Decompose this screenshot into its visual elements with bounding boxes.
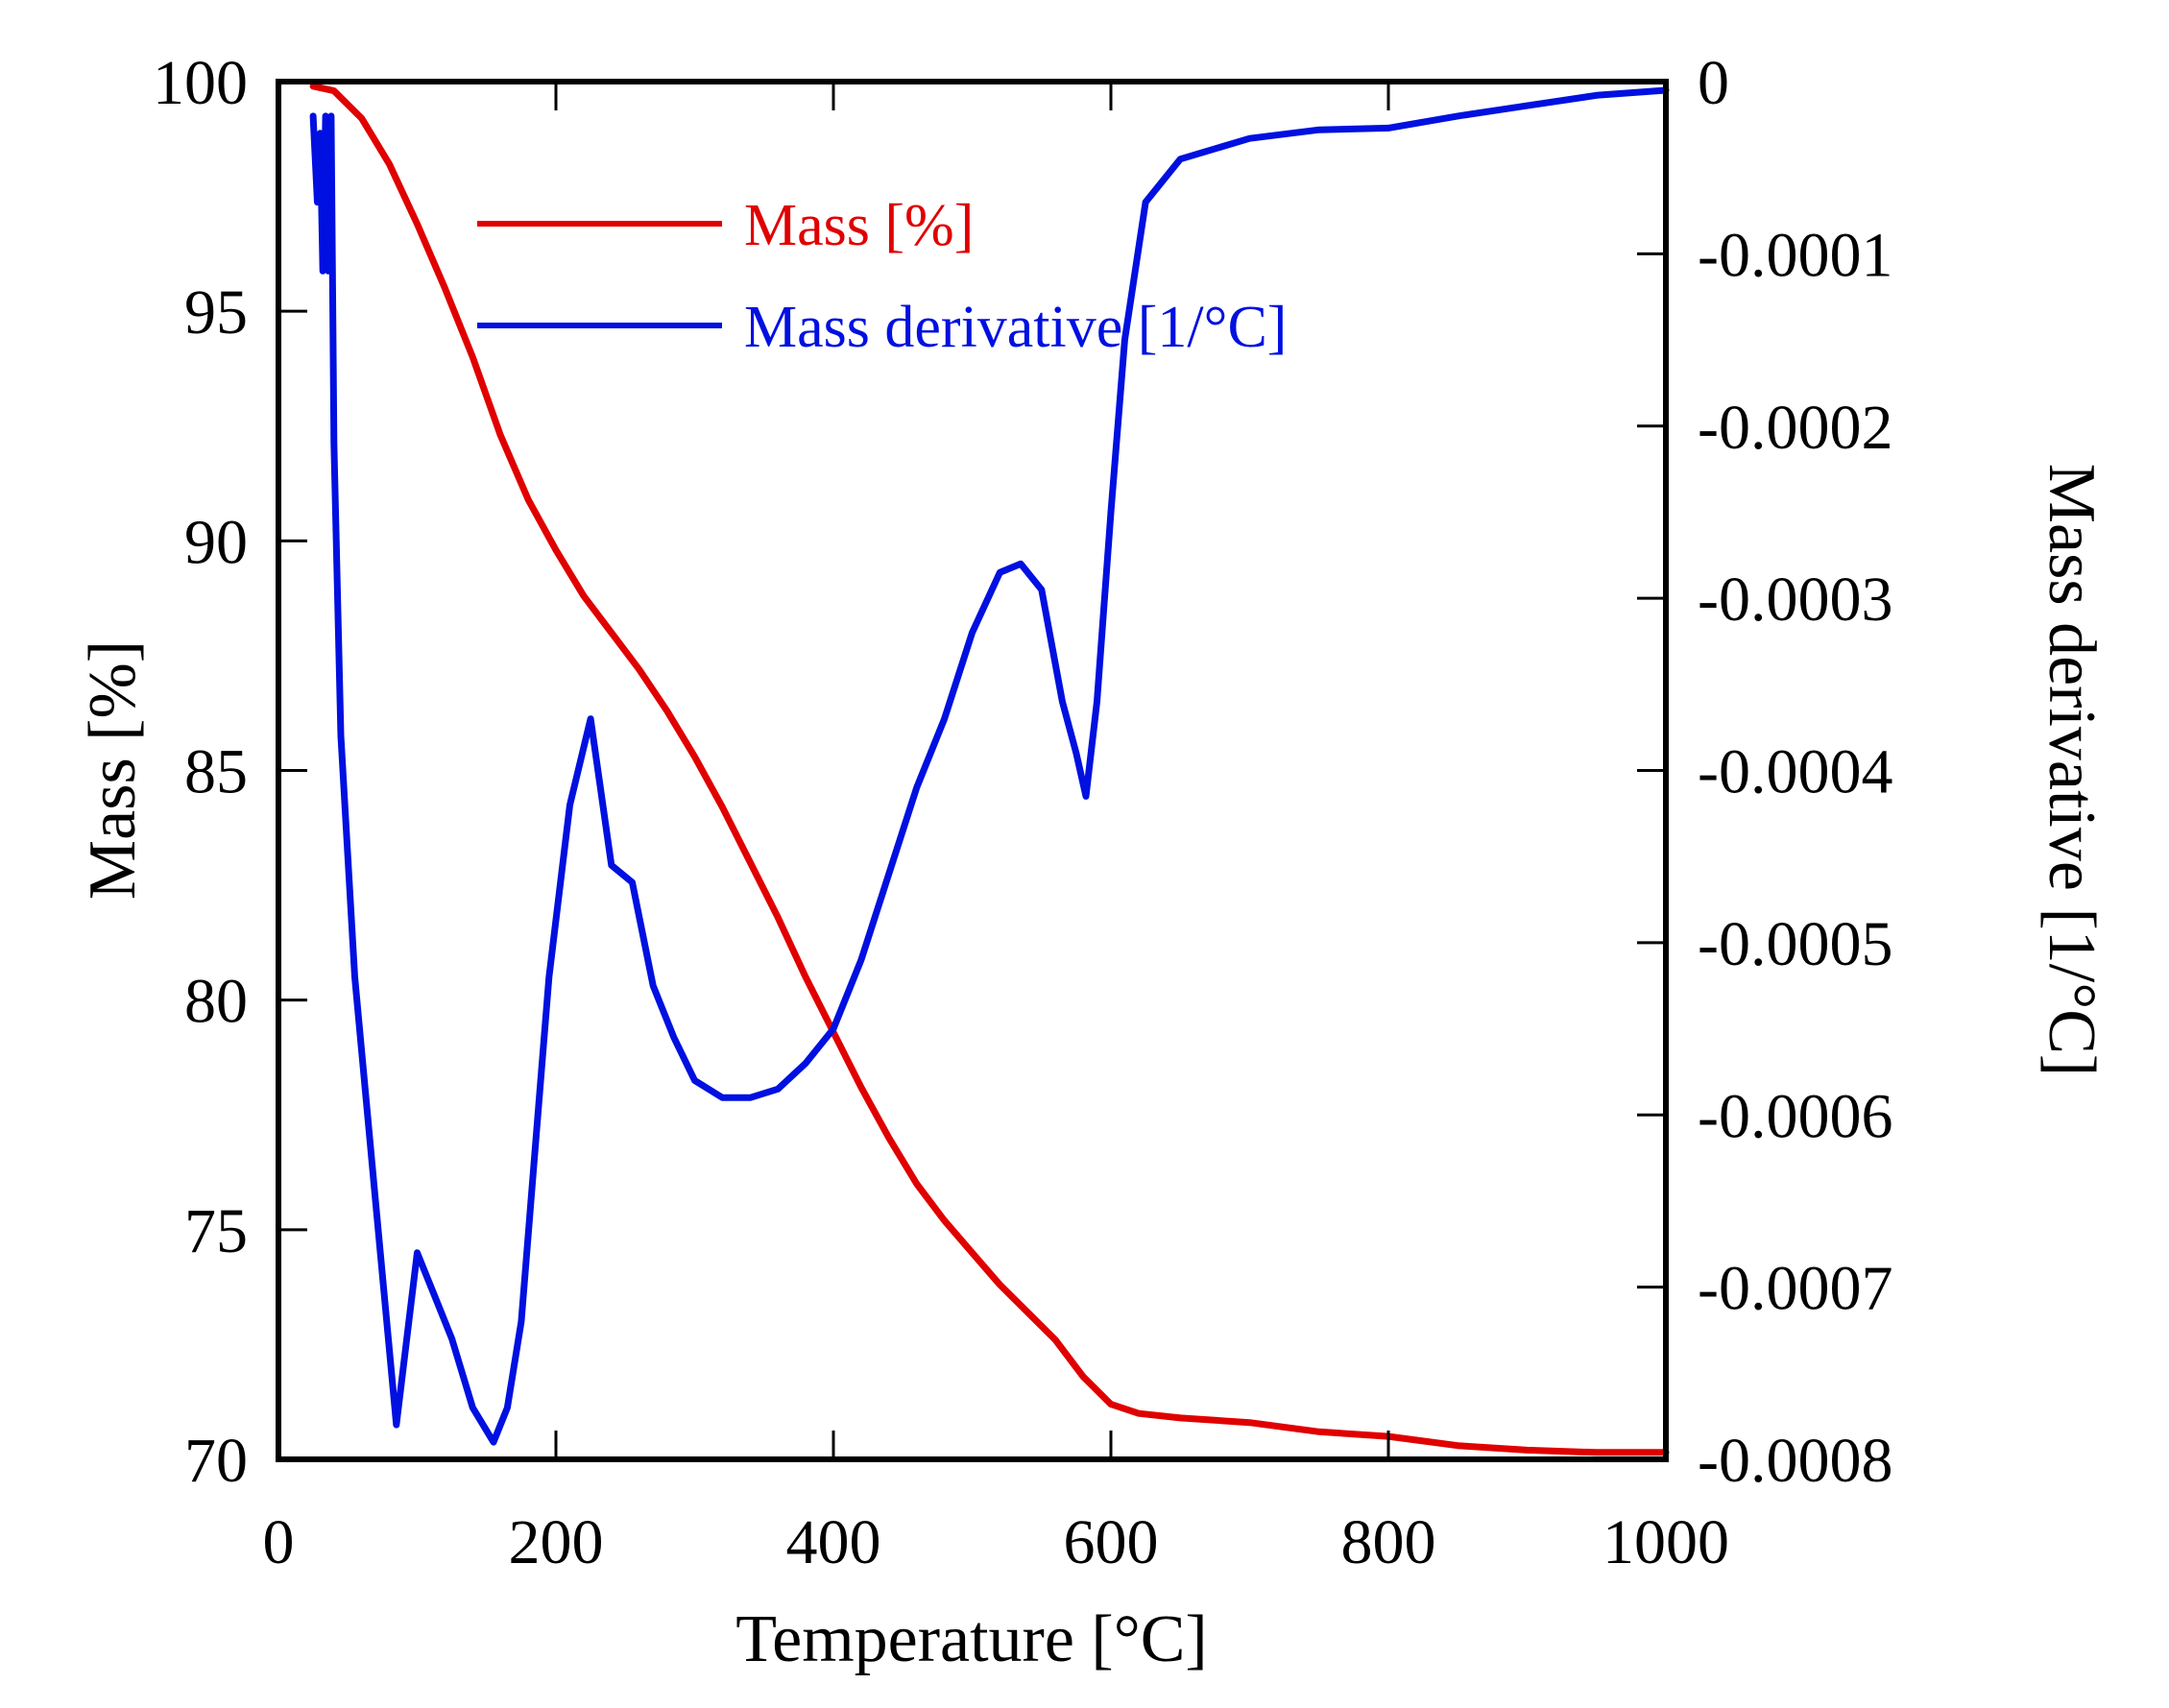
y2-tick-label: -0.0003 [1698, 565, 1892, 635]
y2-tick-label: -0.0007 [1698, 1254, 1892, 1324]
series-line-mass-derivative [309, 86, 1670, 1446]
y-tick-label: 70 [184, 1426, 248, 1496]
legend-label-mass: Mass [%] [744, 193, 974, 258]
series-layer [309, 83, 1670, 1456]
y2-tick-label: -0.0001 [1698, 220, 1892, 290]
y-tick-label: 95 [184, 277, 248, 348]
y2-tick-label: -0.0004 [1698, 737, 1892, 807]
y-tick-label: 100 [153, 48, 248, 118]
x-tick-label: 1000 [1603, 1507, 1729, 1577]
y-tick-label: 90 [184, 507, 248, 577]
y-axis-title: Mass [%] [76, 640, 150, 900]
x-tick-label: 0 [263, 1507, 295, 1577]
y-tick-label: 75 [184, 1196, 248, 1266]
x-axis-title: Temperature [°C] [735, 1602, 1207, 1676]
x-tick-label: 800 [1341, 1507, 1436, 1577]
x-tick-label: 200 [509, 1507, 604, 1577]
y2-tick-label: -0.0005 [1698, 909, 1892, 979]
legend: Mass [%] Mass derivative [1/°C] [477, 193, 1287, 360]
y2-tick-label: -0.0008 [1698, 1426, 1892, 1496]
y-tick-label: 80 [184, 967, 248, 1037]
y2-tick-label: -0.0002 [1698, 393, 1892, 463]
x-tick-label: 600 [1064, 1507, 1159, 1577]
ticks-layer: 0 200 400 600 800 1000 70 75 80 85 90 95 100 -0.0008 -… [153, 48, 1892, 1577]
y2-axis-title: Mass derivative [1/°C] [2035, 464, 2109, 1076]
legend-label-mass-derivative: Mass derivative [1/°C] [744, 295, 1287, 360]
y2-tick-label: -0.0006 [1698, 1081, 1892, 1151]
x-tick-label: 400 [786, 1507, 881, 1577]
y2-tick-label: 0 [1698, 48, 1729, 118]
y-tick-label: 85 [184, 737, 248, 807]
